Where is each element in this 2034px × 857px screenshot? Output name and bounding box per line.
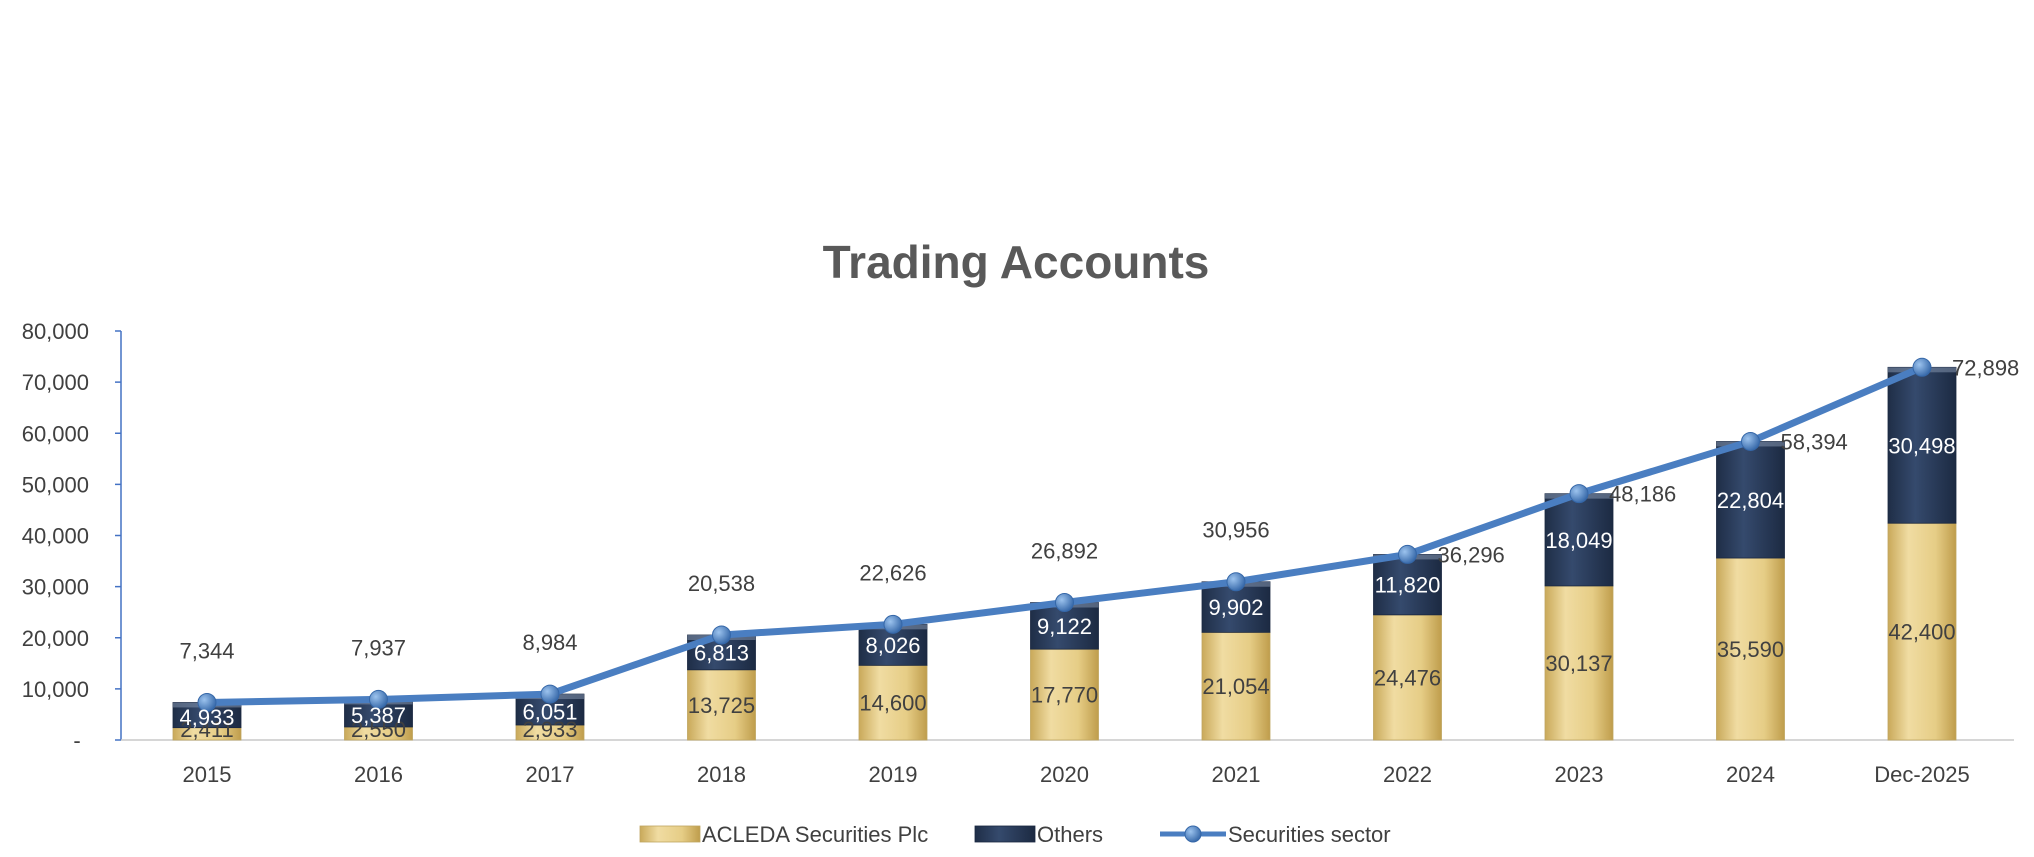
y-tick-label: 60,000	[22, 421, 89, 446]
label-acleda: 13,725	[688, 693, 755, 718]
bar-acleda	[1373, 614, 1442, 741]
x-tick-label: 2020	[1040, 762, 1089, 787]
bar-acleda	[1716, 557, 1785, 741]
securities-sector-point	[1741, 431, 1760, 451]
securities-sector-point	[1912, 357, 1932, 377]
legend-item-securities-sector: Securities sector	[1160, 822, 1391, 847]
y-tick-label: -	[73, 728, 80, 753]
bar-others	[1544, 493, 1614, 587]
x-tick-label: 2019	[869, 762, 918, 787]
securities-sector-point	[883, 614, 903, 634]
label-others: 11,820	[1375, 573, 1441, 598]
y-tick-label: 50,000	[22, 472, 89, 497]
line-series	[197, 357, 1932, 712]
securities-sector-point	[197, 692, 217, 712]
label-securities-sector: 72,898	[1952, 355, 2019, 380]
label-acleda: 2,550	[351, 717, 406, 742]
bar-others	[1716, 441, 1785, 559]
x-tick-label: 2021	[1212, 762, 1261, 787]
label-acleda: 30,137	[1545, 651, 1612, 676]
label-acleda: 17,770	[1031, 683, 1098, 708]
y-tick-label: 70,000	[22, 370, 89, 395]
x-tick-label: 2017	[526, 762, 575, 787]
securities-sector-point	[1569, 484, 1589, 504]
y-tick-label: 30,000	[22, 575, 89, 600]
x-tick-label: Dec-2025	[1874, 762, 1969, 787]
label-securities-sector: 48,186	[1609, 482, 1676, 507]
legend-item-acleda: ACLEDA Securities Plc	[639, 822, 928, 847]
legend: ACLEDA Securities Plc Others Securities se…	[639, 822, 1391, 847]
securities-sector-point	[1055, 593, 1074, 613]
bar-acleda	[1201, 631, 1271, 741]
legend-item-others: Others	[974, 822, 1103, 847]
label-others: 6,813	[694, 640, 749, 665]
y-tick-label: 20,000	[22, 626, 89, 651]
label-acleda: 2,933	[522, 717, 577, 742]
label-others: 30,498	[1888, 433, 1955, 458]
securities-sector-point	[540, 684, 560, 704]
legend-bar-swatch	[639, 825, 701, 843]
x-tick-label: 2015	[183, 762, 232, 787]
axes: - 10,000 20,000 30,000 40,000 50,000 60,000 70,…	[22, 319, 2014, 787]
label-securities-sector: 36,296	[1438, 542, 1505, 567]
label-others: 5,387	[351, 703, 406, 728]
label-others: 4,933	[179, 705, 234, 730]
label-securities-sector: 22,626	[859, 560, 926, 585]
label-others: 18,049	[1545, 528, 1612, 553]
chart-title: Trading Accounts	[823, 236, 1210, 288]
bar-acleda	[1887, 522, 1957, 741]
label-acleda: 35,590	[1717, 637, 1784, 662]
label-others: 22,804	[1717, 488, 1784, 513]
label-others: 9,122	[1037, 614, 1092, 639]
y-tick-label: 80,000	[22, 319, 89, 344]
bar-acleda	[1544, 585, 1614, 741]
label-securities-sector: 30,956	[1202, 518, 1269, 543]
bar-others	[1373, 554, 1442, 616]
label-securities-sector: 20,538	[688, 571, 755, 596]
y-tick-label: 10,000	[22, 677, 89, 702]
x-tick-label: 2018	[697, 762, 746, 787]
label-acleda: 24,476	[1374, 665, 1441, 690]
label-acleda: 2,411	[180, 717, 233, 742]
legend-label: ACLEDA Securities Plc	[702, 822, 928, 847]
x-tick-label: 2016	[354, 762, 403, 787]
label-securities-sector: 26,892	[1031, 539, 1098, 564]
label-others: 6,051	[522, 700, 577, 725]
label-securities-sector: 58,394	[1781, 429, 1848, 454]
legend-bar-swatch	[974, 825, 1036, 843]
label-securities-sector: 7,937	[351, 635, 406, 660]
label-securities-sector: 8,984	[522, 630, 577, 655]
legend-label: Others	[1037, 822, 1103, 847]
label-acleda: 21,054	[1202, 674, 1269, 699]
label-others: 8,026	[865, 633, 920, 658]
bar-acleda	[1030, 648, 1099, 741]
label-acleda: 42,400	[1888, 620, 1955, 645]
label-others: 9,902	[1208, 595, 1263, 620]
x-tick-label: 2024	[1726, 762, 1775, 787]
y-tick-label: 40,000	[22, 524, 89, 549]
securities-sector-point	[1226, 572, 1246, 592]
securities-sector-point	[369, 689, 388, 709]
x-tick-label: 2022	[1383, 762, 1432, 787]
x-tick-label: 2023	[1555, 762, 1604, 787]
securities-sector-point	[712, 625, 731, 645]
label-acleda: 14,600	[859, 691, 926, 716]
legend-label: Securities sector	[1228, 822, 1391, 847]
legend-marker-swatch	[1184, 825, 1202, 843]
bar-others	[1887, 366, 1957, 524]
securities-sector-point	[1398, 544, 1417, 564]
label-securities-sector: 7,344	[179, 638, 234, 663]
